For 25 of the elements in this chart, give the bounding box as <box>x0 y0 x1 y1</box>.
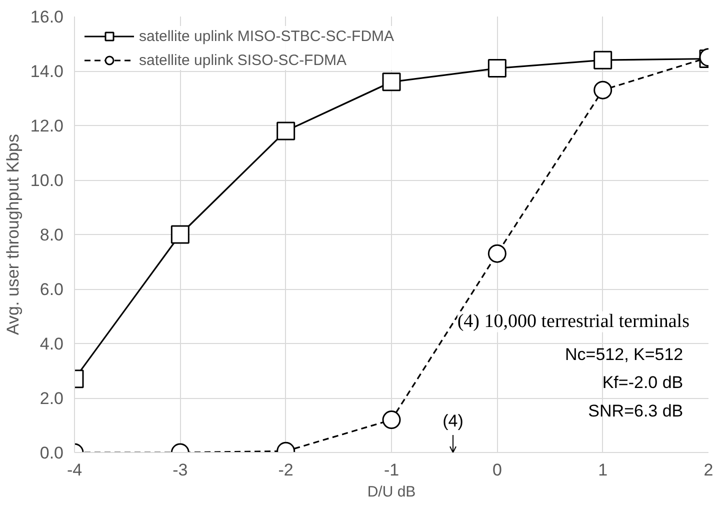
legend-label: satellite uplink SISO-SC-FDMA <box>139 52 347 68</box>
x-tick-label: 1 <box>598 460 608 480</box>
annotation: Kf=-2.0 dB <box>602 373 684 392</box>
annotation: (4) <box>442 412 464 431</box>
x-tick-label: 2 <box>704 460 714 480</box>
y-tick-label: 0.0 <box>40 444 64 462</box>
y-tick-label: 10.0 <box>30 171 64 190</box>
y-tick-label: 8.0 <box>40 226 64 244</box>
annotation: SNR=6.3 dB <box>588 402 684 421</box>
x-tick-label: -4 <box>66 460 82 480</box>
y-tick-label: 2.0 <box>40 389 64 408</box>
x-axis-title: D/U dB <box>367 484 416 500</box>
y-tick-label: 16.0 <box>30 8 64 26</box>
y-axis-title: Avg. user throughput Kbps <box>3 134 22 335</box>
annotation: Nc=512, K=512 <box>564 344 684 364</box>
annotation: (4) 10,000 terrestrial terminals <box>457 311 690 332</box>
y-tick-label: 4.0 <box>40 334 64 354</box>
x-tick-label: 0 <box>492 460 502 480</box>
y-tick-label: 14.0 <box>30 62 64 81</box>
x-tick-label: -1 <box>384 460 400 480</box>
x-tick-label: -2 <box>278 460 294 480</box>
y-tick-label: 6.0 <box>40 280 64 299</box>
x-tick-label: -3 <box>172 460 188 480</box>
legend-label: satellite uplink MISO-STBC-SC-FDMA <box>139 28 394 44</box>
y-tick-label: 12.0 <box>30 116 64 136</box>
